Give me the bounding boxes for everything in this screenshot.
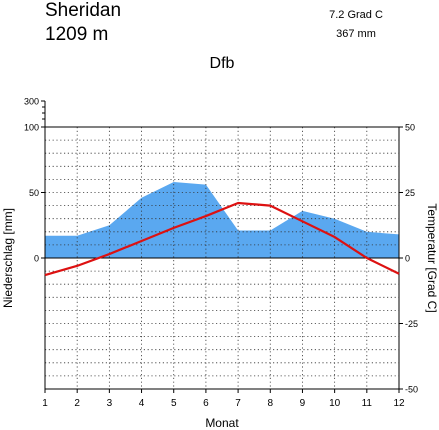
- station-elevation: 1209 m: [45, 24, 108, 45]
- x-axis-tick-label: 12: [393, 398, 405, 409]
- right-axis-tick-label: -50: [405, 385, 418, 395]
- left-axis-tick-label: 0: [34, 254, 39, 264]
- x-axis-label: Monat: [205, 416, 239, 430]
- station-name: Sheridan: [45, 0, 121, 21]
- annual-precipitation: 367 mm: [336, 28, 376, 40]
- x-axis-tick-label: 3: [107, 398, 113, 409]
- x-axis-tick-label: 7: [235, 398, 241, 409]
- right-axis-label: Temperatur [Grad C]: [425, 203, 439, 312]
- climate-classification: Dfb: [210, 55, 235, 72]
- precipitation-area: [45, 182, 399, 258]
- left-axis-tick-label: 300: [24, 97, 39, 107]
- right-axis-tick-label: 25: [405, 188, 415, 198]
- temperature-line: [44, 201, 400, 277]
- x-axis-tick-label: 4: [139, 398, 145, 409]
- x-axis-tick-label: 10: [329, 398, 341, 409]
- x-axis-tick-label: 8: [267, 398, 273, 409]
- x-axis-tick-label: 2: [74, 398, 80, 409]
- x-axis-tick-label: 11: [362, 398, 373, 409]
- right-axis-tick-label: 50: [405, 123, 415, 133]
- right-axis-tick-label: -25: [405, 319, 418, 329]
- x-axis-tick-label: 6: [203, 398, 209, 409]
- right-axis-tick-label: 0: [405, 254, 410, 264]
- x-axis-tick-label: 5: [171, 398, 177, 409]
- x-axis-tick-label: 9: [300, 398, 306, 409]
- left-axis-label: Niederschlag [mm]: [1, 208, 15, 308]
- x-axis-tick-label: 1: [42, 398, 48, 409]
- annual-temperature: 7.2 Grad C: [329, 9, 383, 21]
- left-axis-tick-label: 50: [29, 188, 39, 198]
- left-axis-tick-label: 100: [24, 123, 39, 133]
